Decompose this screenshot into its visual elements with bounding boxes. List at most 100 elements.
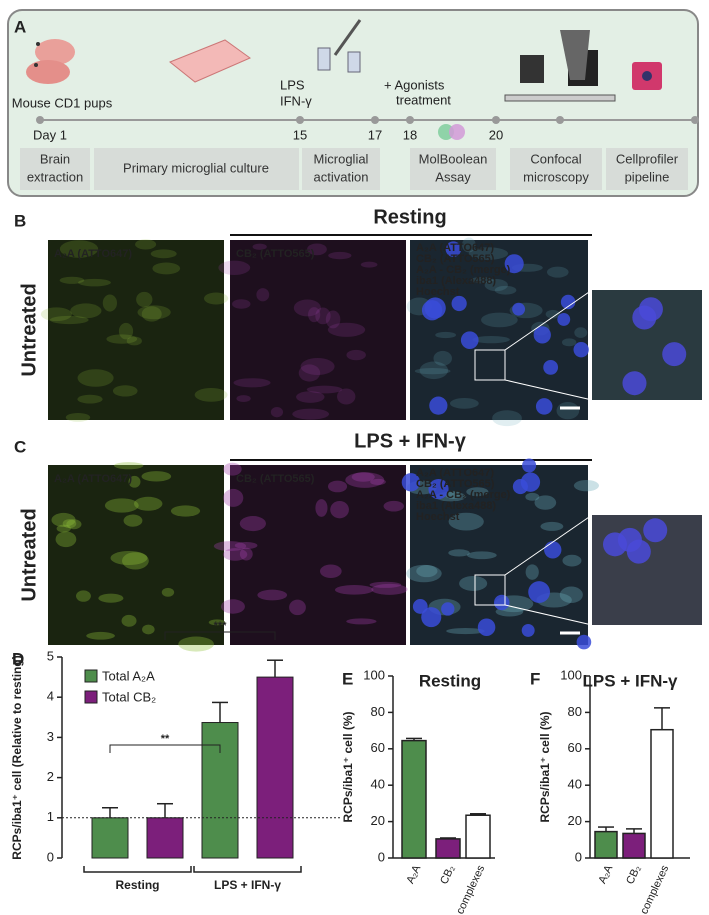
- cell-blob: [49, 315, 89, 325]
- cell-blob: [178, 636, 214, 652]
- cell-blob: [468, 247, 508, 260]
- cell-blob: [345, 472, 385, 488]
- micrographs: A₂A (ATTO647) CB₂ (ATTO565) A₂A (ATTO647)C…: [40, 237, 702, 652]
- channel-label: CB₂ (ATTO565): [236, 248, 315, 260]
- cell-blob: [112, 385, 138, 397]
- stage-label: Microglial: [314, 151, 369, 166]
- significance-bracket: [109, 744, 221, 753]
- cell-blob: [56, 524, 71, 533]
- zoom-line: [504, 289, 593, 351]
- bar: [622, 832, 646, 859]
- y-tick-label: 3: [47, 729, 54, 744]
- cell-blob: [573, 479, 600, 492]
- day-label: 20: [489, 127, 503, 142]
- micrograph: [230, 240, 406, 420]
- chart-title: Resting: [419, 671, 481, 690]
- cell-blob: [334, 584, 374, 595]
- y-tick-label: 80: [568, 704, 582, 719]
- zoom-box: [474, 574, 506, 606]
- significance-label: ***: [214, 620, 228, 632]
- y-tick-label: 5: [47, 648, 54, 663]
- cell-blob: [446, 628, 485, 635]
- cell-blob: [448, 549, 470, 557]
- timeline-dot: [691, 116, 699, 124]
- cell-blob: [141, 306, 162, 322]
- cell-blob: [448, 512, 484, 531]
- panel-label: F: [530, 669, 540, 688]
- ifn-label: IFN-γ: [280, 93, 312, 108]
- timeline-dot: [296, 116, 304, 124]
- cell-blob: [546, 266, 569, 278]
- cell-blob: [77, 369, 114, 387]
- stage-label: Primary microglial culture: [123, 160, 269, 175]
- cell-blob: [220, 599, 245, 614]
- cell-blob: [559, 586, 583, 604]
- cell-blob: [449, 398, 479, 409]
- plate-icon: [169, 39, 252, 83]
- cell-blob: [296, 391, 325, 403]
- nucleus: [477, 618, 496, 636]
- cell-blob: [319, 564, 342, 579]
- cell-blob: [406, 564, 442, 583]
- y-tick-label: 60: [371, 740, 385, 755]
- row-label: Untreated: [18, 508, 40, 601]
- merge-legend: CB₂ (ATTO565): [416, 253, 495, 265]
- x-tick-label: A₂A-CB₂ complexes: [619, 863, 671, 915]
- legend-label: Total CB₂: [102, 689, 156, 704]
- legend-swatch: [84, 690, 98, 704]
- micrograph: [48, 465, 224, 645]
- cell-blob: [59, 276, 85, 284]
- cell-blob: [346, 618, 377, 625]
- cell-blob: [540, 521, 564, 531]
- cell-blob: [122, 552, 149, 570]
- nucleus: [412, 599, 428, 614]
- row-label: Untreated: [18, 283, 40, 376]
- cell-blob: [300, 358, 335, 375]
- cell-blob: [470, 276, 494, 284]
- stage-label: Cellprofiler: [616, 151, 679, 166]
- cell-blob: [419, 361, 449, 380]
- pipeline-icon: [632, 62, 662, 90]
- timeline-dots: [36, 116, 699, 124]
- lps-label: LPS: [280, 77, 305, 92]
- y-axis-label: RCPs/iba1⁺ cell (%): [341, 711, 355, 822]
- bar: [256, 676, 294, 859]
- nucleus: [632, 305, 657, 330]
- microscope-icon: [504, 30, 616, 102]
- legend-swatch: [84, 669, 98, 683]
- cell-blob: [234, 541, 258, 550]
- nucleus: [544, 541, 562, 559]
- x-tick-label: CB₂: [624, 863, 643, 886]
- merge-legend: A₂A - CB₂ (merge): [416, 489, 511, 501]
- stage-label: Brain: [40, 151, 70, 166]
- merge-legend: CB₂ (ATTO565): [416, 478, 495, 490]
- nucleus: [557, 312, 571, 326]
- timeline-dot: [36, 116, 44, 124]
- cell-blob: [121, 614, 137, 627]
- channel-label: CB₂ (ATTO565): [236, 473, 315, 485]
- cell-blob: [307, 243, 327, 256]
- panel-title: LPS + IFN-γ: [354, 430, 467, 452]
- cell-blob: [556, 401, 580, 420]
- cell-blob: [59, 240, 99, 258]
- micrograph: [230, 465, 406, 645]
- cell-blob: [76, 590, 91, 602]
- nucleus: [602, 532, 627, 557]
- cell-blob: [445, 490, 462, 499]
- cell-blob: [369, 581, 402, 588]
- cell-blob: [257, 589, 288, 601]
- cell-blob: [218, 260, 251, 275]
- nucleus: [533, 326, 551, 344]
- x-tick-label: A₂A: [596, 863, 615, 886]
- cell-blob: [328, 251, 352, 260]
- panel-label: C: [14, 437, 26, 456]
- nucleus: [522, 458, 537, 473]
- cell-blob: [472, 335, 510, 344]
- bar: [401, 739, 427, 859]
- pups-icon: [26, 39, 75, 84]
- y-tick-label: 0: [378, 849, 385, 864]
- cell-blob: [70, 303, 102, 319]
- timeline-dot: [492, 116, 500, 124]
